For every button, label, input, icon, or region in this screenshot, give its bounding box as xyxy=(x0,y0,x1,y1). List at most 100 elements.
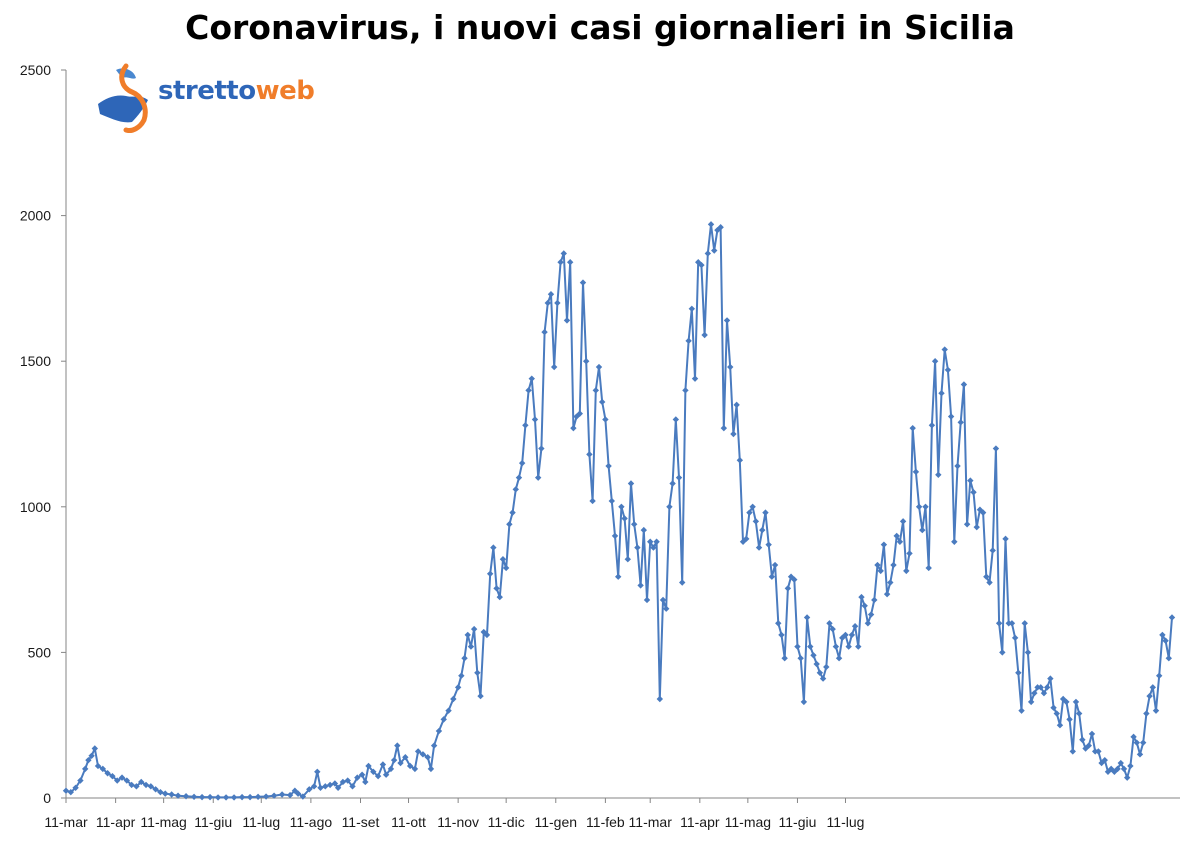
data-point-marker xyxy=(394,742,401,749)
logo-text-stretto: stretto xyxy=(158,76,256,106)
data-point-marker xyxy=(278,791,286,798)
series-line xyxy=(65,223,1173,799)
data-point-marker xyxy=(1104,768,1112,775)
data-point-marker xyxy=(682,387,689,394)
data-point-marker xyxy=(986,579,993,586)
data-point-marker xyxy=(685,337,692,345)
data-point-marker xyxy=(989,547,996,554)
x-tick-label: 11-gen xyxy=(534,814,577,830)
data-point-marker xyxy=(512,486,519,493)
data-point-marker xyxy=(810,652,817,659)
data-point-marker xyxy=(538,445,545,452)
data-point-marker xyxy=(1053,710,1060,717)
data-point-marker xyxy=(679,579,686,586)
data-point-marker xyxy=(896,538,904,545)
data-point-marker xyxy=(374,772,382,780)
data-point-marker xyxy=(647,538,654,545)
data-point-marker xyxy=(784,585,792,592)
data-point-marker xyxy=(858,593,865,601)
data-point-marker xyxy=(522,422,529,429)
data-point-marker xyxy=(640,526,648,534)
data-point-marker xyxy=(669,480,676,487)
data-point-marker xyxy=(624,556,632,563)
data-point-marker xyxy=(518,459,526,467)
series-layer xyxy=(62,221,1176,801)
data-point-marker xyxy=(262,793,270,800)
data-point-marker xyxy=(222,794,230,801)
data-point-marker xyxy=(919,526,926,534)
chart-axes xyxy=(65,70,1180,799)
data-point-marker xyxy=(1098,759,1105,767)
data-point-marker xyxy=(944,366,952,374)
data-point-marker xyxy=(979,509,987,516)
data-point-marker xyxy=(723,317,731,324)
data-point-marker xyxy=(880,541,888,548)
data-point-marker xyxy=(602,416,609,423)
data-point-marker xyxy=(557,258,564,266)
data-point-marker xyxy=(672,416,680,423)
data-point-marker xyxy=(1149,684,1156,691)
data-point-marker xyxy=(1024,649,1032,656)
data-point-marker xyxy=(797,655,804,662)
data-point-marker xyxy=(299,793,307,800)
data-point-marker xyxy=(1146,692,1153,700)
data-point-marker xyxy=(128,781,135,789)
data-point-marker xyxy=(563,317,571,324)
data-point-marker xyxy=(605,462,612,470)
data-point-marker xyxy=(967,477,974,484)
data-point-marker xyxy=(1079,736,1086,743)
data-point-marker xyxy=(813,660,820,668)
data-point-marker xyxy=(951,538,958,545)
data-point-marker xyxy=(402,754,409,761)
data-point-marker xyxy=(339,778,347,786)
data-point-marker xyxy=(419,751,427,758)
x-tick-label: 11-feb xyxy=(586,814,625,830)
data-point-marker xyxy=(570,424,577,432)
data-point-marker xyxy=(765,541,772,548)
data-point-marker xyxy=(1008,620,1016,627)
data-point-marker xyxy=(499,556,507,563)
data-point-marker xyxy=(915,503,923,510)
data-point-marker xyxy=(663,605,670,612)
data-point-marker xyxy=(717,224,724,231)
data-point-marker xyxy=(509,509,516,516)
data-point-marker xyxy=(925,564,932,572)
y-tick-label: 1000 xyxy=(20,499,51,515)
data-point-marker xyxy=(659,596,667,604)
data-point-marker xyxy=(206,793,214,801)
data-point-marker xyxy=(486,570,494,577)
data-point-marker xyxy=(1072,698,1080,706)
data-point-marker xyxy=(922,503,929,510)
data-point-marker xyxy=(621,515,628,522)
data-point-marker xyxy=(842,631,849,639)
data-point-marker xyxy=(1162,637,1169,644)
data-point-marker xyxy=(238,793,246,801)
data-point-marker xyxy=(214,794,222,801)
data-point-marker xyxy=(445,707,452,714)
data-point-marker xyxy=(1101,756,1108,764)
data-point-marker xyxy=(656,695,664,703)
data-point-marker xyxy=(1015,669,1022,676)
data-point-marker xyxy=(114,777,121,784)
data-point-marker xyxy=(344,777,351,784)
data-point-marker xyxy=(550,363,558,371)
data-point-marker xyxy=(118,774,126,781)
data-point-marker xyxy=(890,561,897,569)
data-point-marker xyxy=(698,261,705,269)
y-tick-label: 500 xyxy=(28,644,52,660)
data-point-marker xyxy=(1143,710,1150,717)
data-point-marker xyxy=(675,474,683,481)
data-point-marker xyxy=(768,573,776,580)
x-tick-label: 11-giu xyxy=(194,814,232,830)
data-point-marker xyxy=(653,538,660,545)
data-point-marker xyxy=(733,401,740,409)
data-point-marker xyxy=(714,226,721,234)
data-point-marker xyxy=(573,413,580,420)
data-point-marker xyxy=(62,787,70,794)
data-point-marker xyxy=(791,576,798,583)
x-tick-label: 11-dic xyxy=(488,814,525,830)
data-point-marker xyxy=(464,631,471,639)
data-point-marker xyxy=(995,620,1003,627)
data-point-marker xyxy=(531,416,539,423)
